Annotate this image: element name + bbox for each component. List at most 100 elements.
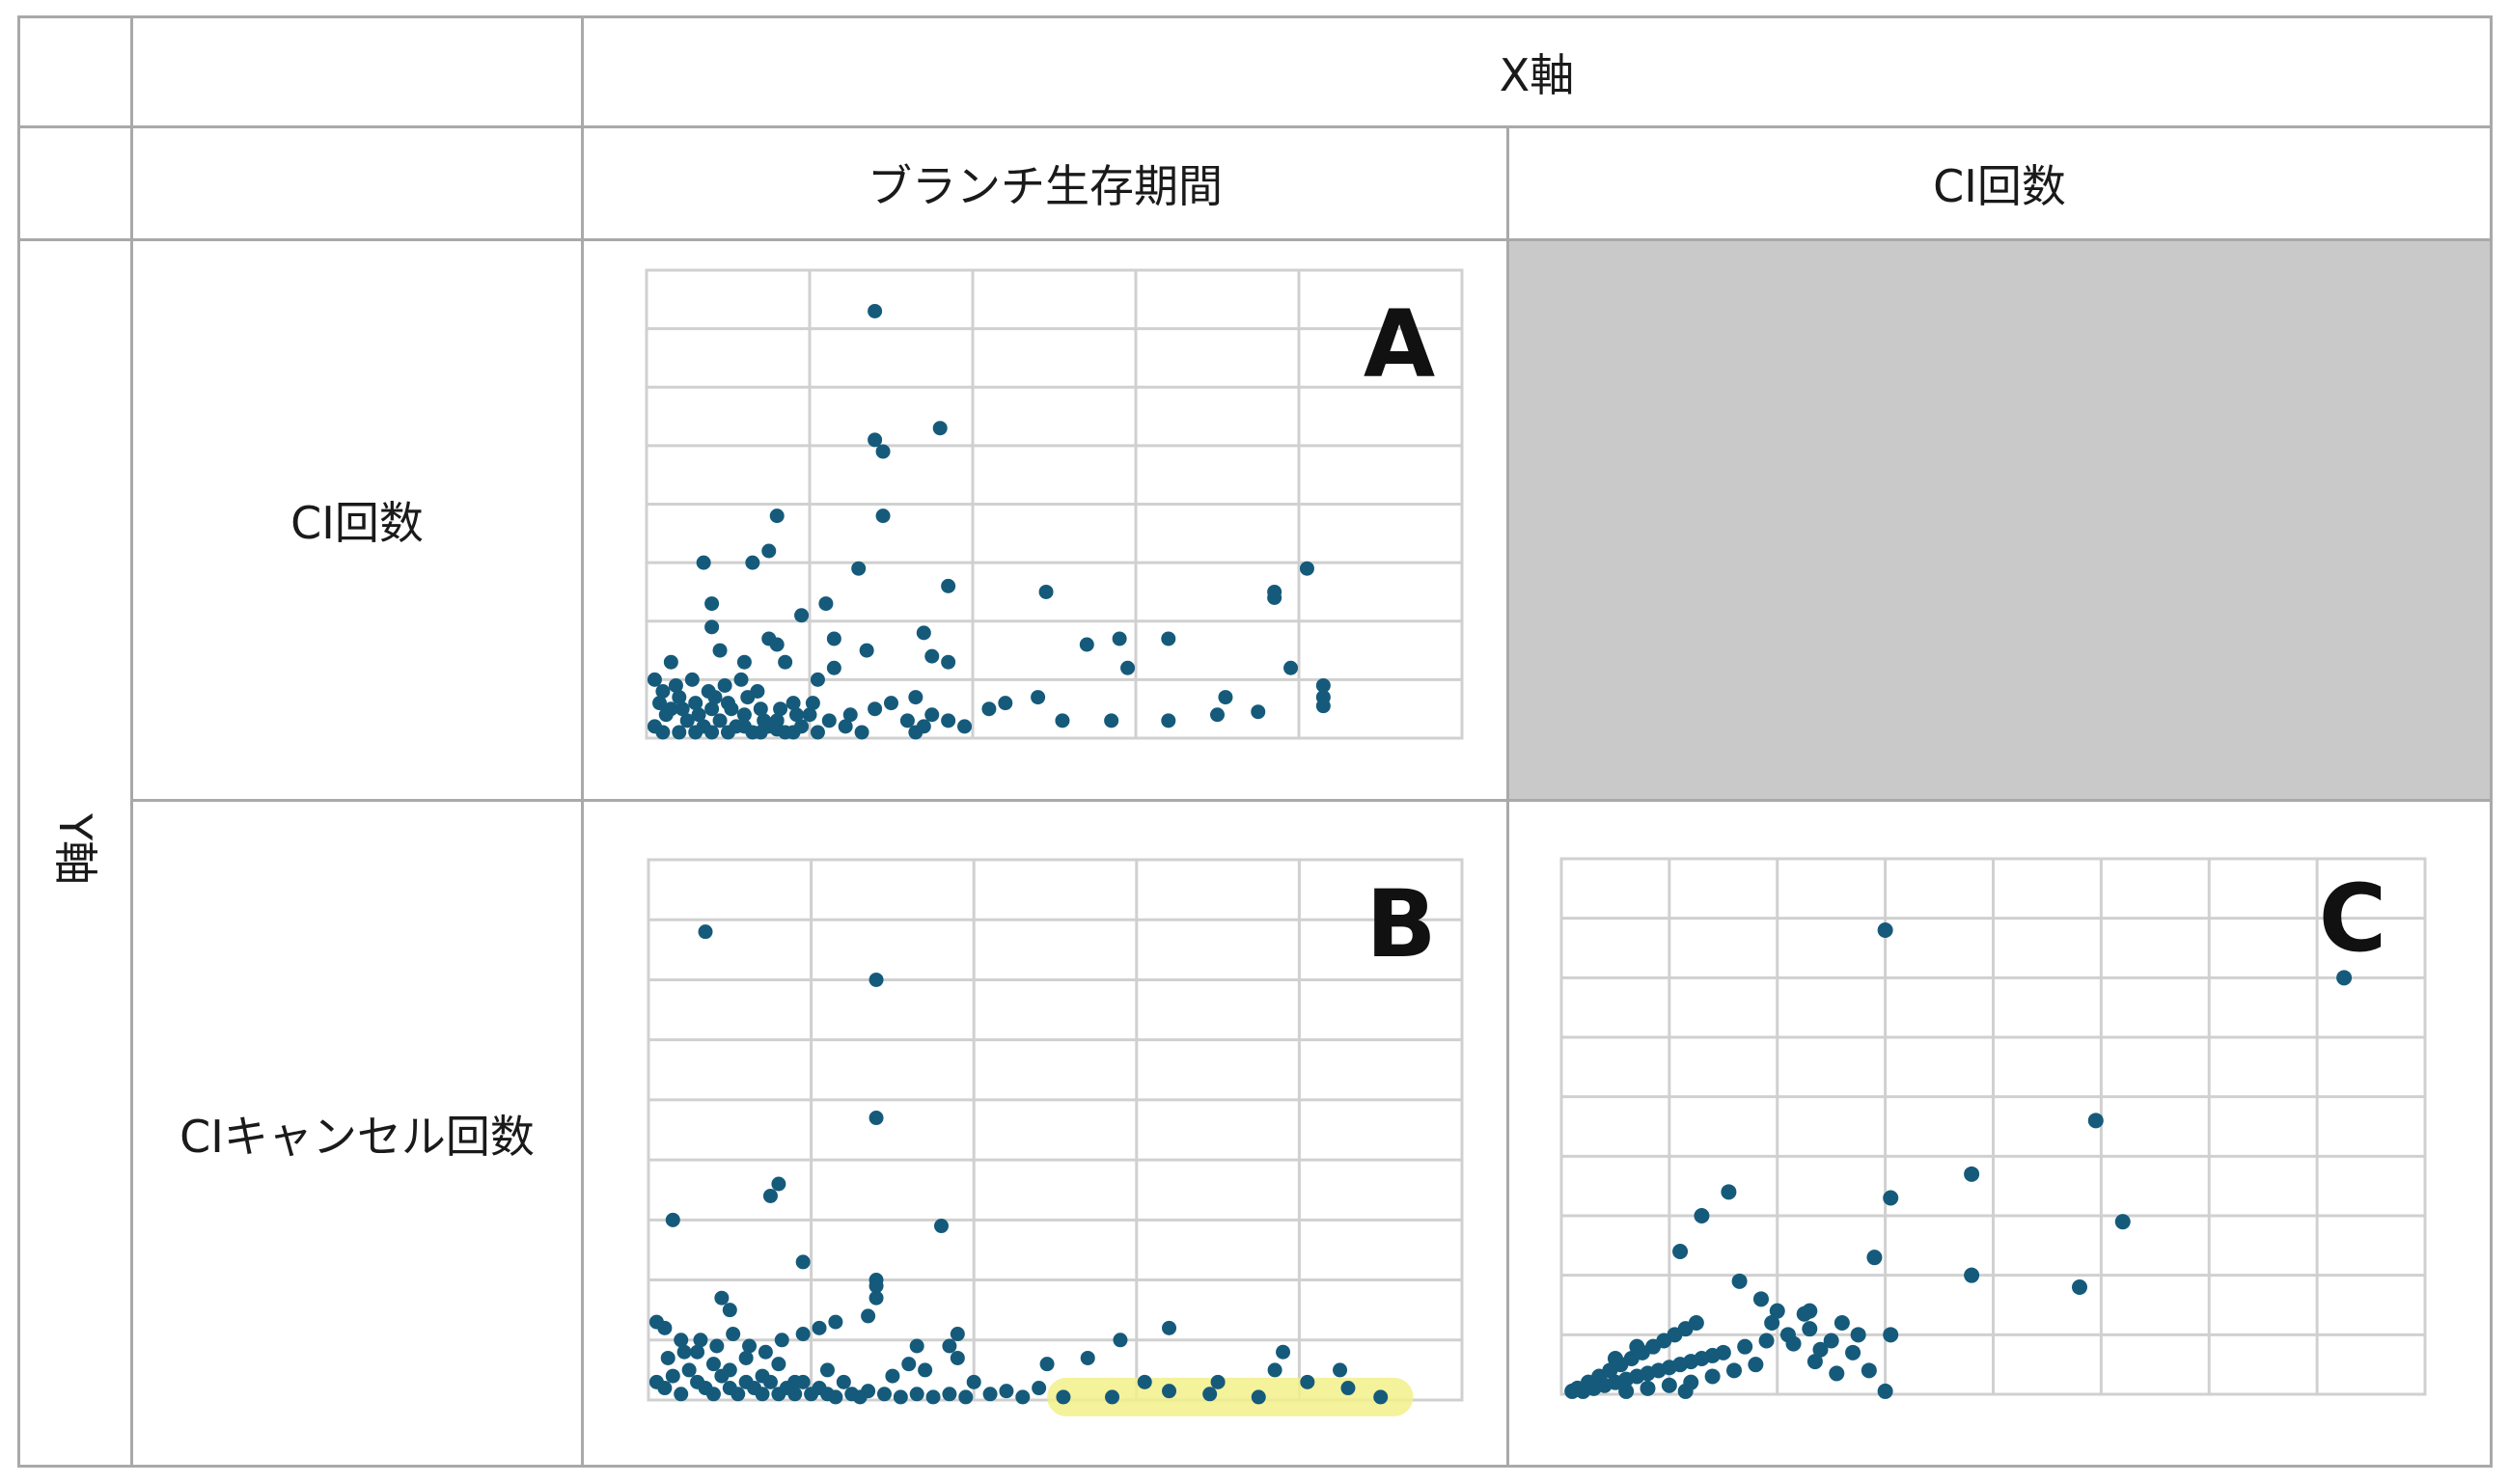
data-point: [1161, 713, 1176, 728]
data-point: [950, 1327, 965, 1342]
plot-cell-b: [581, 799, 1509, 1468]
data-point: [1866, 1250, 1883, 1266]
data-point: [1137, 1374, 1152, 1389]
data-point: [742, 1338, 758, 1354]
data-point: [1812, 1341, 1829, 1358]
data-point: [753, 701, 768, 717]
data-point: [1251, 1389, 1266, 1405]
data-point: [1731, 1273, 1748, 1289]
data-point: [1704, 1368, 1721, 1385]
data-point: [762, 1374, 778, 1389]
data-point: [668, 677, 683, 693]
plot-label-c: C: [2319, 865, 2386, 973]
data-point: [876, 1387, 892, 1402]
data-point: [1661, 1360, 1677, 1376]
data-point: [1694, 1208, 1710, 1223]
data-point: [1315, 677, 1331, 693]
data-point: [957, 719, 973, 734]
data-point: [999, 1384, 1014, 1399]
data-point: [795, 1327, 811, 1342]
row1-header: CI回数: [290, 497, 424, 549]
data-point: [810, 672, 825, 687]
data-point: [982, 1387, 998, 1402]
data-point: [712, 643, 728, 658]
data-point: [1218, 690, 1233, 705]
data-point: [1883, 1327, 1899, 1343]
data-point: [1850, 1327, 1866, 1343]
data-point: [1079, 637, 1094, 652]
data-point: [1640, 1365, 1656, 1382]
data-point: [868, 1111, 884, 1126]
data-point: [690, 1344, 705, 1360]
data-point: [998, 696, 1013, 711]
data-point: [826, 660, 841, 675]
data-point: [688, 696, 703, 711]
data-point: [1758, 1333, 1775, 1349]
data-point: [2336, 970, 2353, 986]
data-point: [672, 690, 687, 705]
data-point: [1688, 1315, 1704, 1331]
data-point: [1834, 1315, 1850, 1331]
data-point: [1104, 713, 1119, 728]
data-point: [731, 1387, 746, 1402]
data-point: [1629, 1338, 1645, 1355]
data-point: [1120, 660, 1136, 675]
data-point: [757, 713, 772, 728]
row1-header-cell: CI回数: [130, 238, 584, 802]
data-point: [1267, 584, 1282, 599]
data-point: [1162, 1384, 1177, 1399]
data-point: [836, 1374, 851, 1389]
data-point: [942, 1338, 957, 1354]
data-point: [698, 924, 713, 940]
data-point: [753, 725, 768, 740]
data-point: [769, 722, 785, 737]
data-point: [1283, 660, 1299, 675]
data-point: [705, 1357, 721, 1372]
data-point: [1210, 707, 1225, 723]
data-point: [1806, 1354, 1823, 1370]
data-point: [665, 1212, 680, 1227]
data-point: [868, 701, 883, 717]
data-point: [736, 654, 752, 670]
data-point: [1877, 922, 1893, 938]
data-point: [733, 672, 749, 687]
data-point: [924, 707, 940, 723]
data-point: [908, 690, 924, 705]
data-point: [818, 596, 834, 612]
data-point: [1333, 1362, 1348, 1378]
data-point: [875, 444, 891, 459]
data-point: [676, 1344, 692, 1360]
data-point: [1113, 1333, 1128, 1348]
data-point: [714, 1368, 730, 1384]
data-point: [941, 654, 956, 670]
data-point: [724, 701, 739, 717]
data-point: [981, 701, 997, 717]
data-point: [1823, 1333, 1839, 1349]
data-point: [705, 1387, 721, 1402]
data-point: [709, 1338, 725, 1354]
data-point: [769, 508, 785, 524]
data-point: [1618, 1371, 1635, 1388]
data-point: [657, 1320, 673, 1335]
data-point: [658, 707, 674, 723]
data-point: [1785, 1335, 1802, 1352]
data-point: [1607, 1351, 1623, 1366]
data-point: [655, 725, 671, 740]
data-point: [932, 421, 948, 436]
data-point: [1802, 1321, 1818, 1337]
data-point: [679, 713, 695, 728]
data-point: [868, 303, 883, 318]
data-point: [675, 701, 690, 717]
data-point: [774, 1333, 789, 1348]
data-point: [750, 684, 765, 699]
data-point: [1112, 631, 1127, 646]
data-point: [1661, 1377, 1677, 1393]
data-point: [738, 1350, 754, 1365]
data-point: [925, 1389, 941, 1405]
data-point: [1210, 1374, 1226, 1389]
data-point: [1569, 1380, 1585, 1396]
data-point: [1161, 631, 1176, 646]
data-point: [838, 719, 853, 734]
data-point: [933, 1219, 949, 1234]
corner-cell-4: [130, 125, 584, 241]
